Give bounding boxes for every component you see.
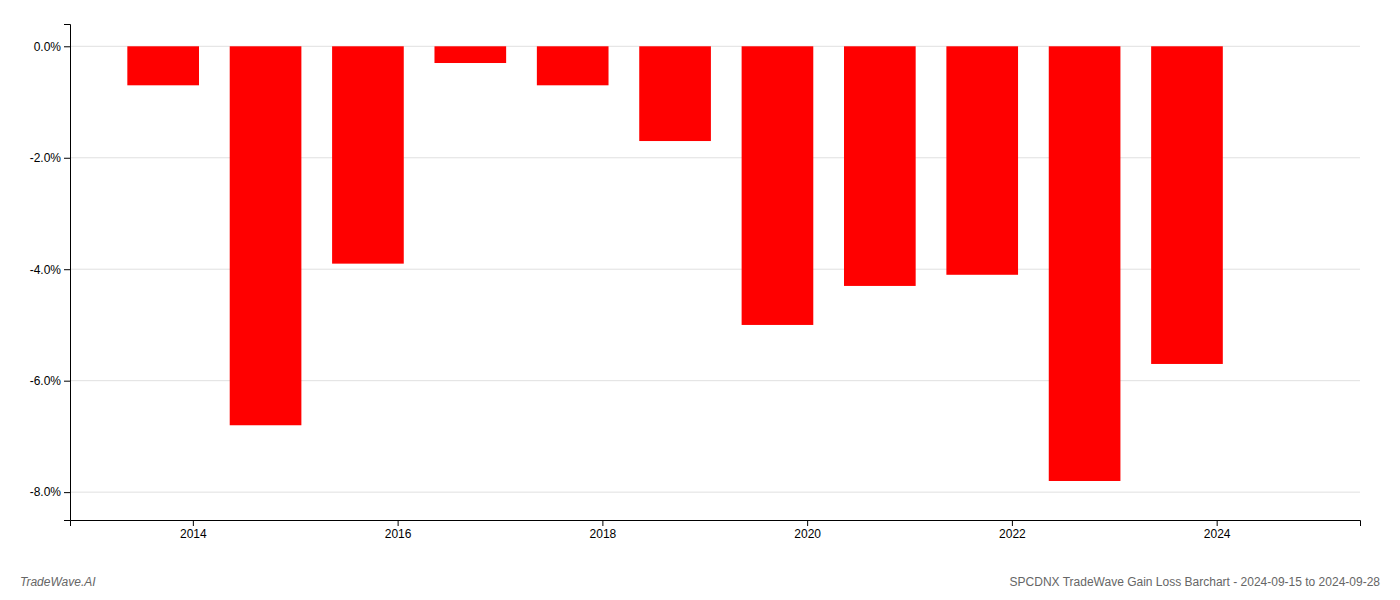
x-tick-label: 2024 xyxy=(1204,527,1231,541)
bar xyxy=(844,46,916,286)
x-tick-label: 2018 xyxy=(590,527,617,541)
x-tick: 2016 xyxy=(385,520,412,541)
x-tick-mark xyxy=(1217,520,1218,526)
y-tick-mark xyxy=(64,492,70,493)
footer: TradeWave.AI SPCDNX TradeWave Gain Loss B… xyxy=(20,575,1380,589)
x-tick-label: 2022 xyxy=(999,527,1026,541)
y-tick-mark xyxy=(64,381,70,382)
title: SPCDNX TradeWave Gain Loss Barchart - 20… xyxy=(1010,575,1381,589)
bar xyxy=(946,46,1018,274)
x-axis: 2014 2016 2018 2020 2022 2024 xyxy=(71,520,1361,541)
x-tick: 2014 xyxy=(180,520,207,541)
y-tick-mark xyxy=(64,46,70,47)
x-tick-mark xyxy=(398,520,399,526)
x-tick-label: 2016 xyxy=(385,527,412,541)
x-tick-label: 2020 xyxy=(794,527,821,541)
y-tick: -2.0% xyxy=(30,151,70,165)
x-axis-line xyxy=(71,521,1361,527)
bar xyxy=(537,46,609,85)
y-tick-label: 0.0% xyxy=(34,40,62,54)
y-tick: -4.0% xyxy=(30,263,70,277)
y-tick-mark xyxy=(64,269,70,270)
x-tick-label: 2014 xyxy=(180,527,207,541)
y-tick: 0.0% xyxy=(34,40,70,54)
x-tick-mark xyxy=(602,520,603,526)
y-tick-label: -6.0% xyxy=(30,374,62,388)
bar xyxy=(742,46,814,325)
y-tick-label: -8.0% xyxy=(30,485,62,499)
bar xyxy=(127,46,199,85)
x-tick-mark xyxy=(1012,520,1013,526)
watermark: TradeWave.AI xyxy=(20,575,96,589)
bar xyxy=(434,46,506,63)
bar xyxy=(230,46,302,425)
x-tick-mark xyxy=(807,520,808,526)
bar xyxy=(1049,46,1121,481)
grid-line xyxy=(70,492,1360,493)
x-tick: 2022 xyxy=(999,520,1026,541)
x-tick: 2018 xyxy=(590,520,617,541)
plot-area xyxy=(127,46,1222,481)
y-tick: -8.0% xyxy=(30,485,70,499)
bar xyxy=(1151,46,1223,364)
y-axis-line xyxy=(64,25,71,521)
grid xyxy=(70,46,1360,492)
y-tick-mark xyxy=(64,158,70,159)
x-tick: 2020 xyxy=(794,520,821,541)
x-tick-mark xyxy=(193,520,194,526)
bar xyxy=(332,46,404,263)
x-tick: 2024 xyxy=(1204,520,1231,541)
y-tick-label: -4.0% xyxy=(30,263,62,277)
chart: 2014 2016 2018 2020 2022 2024 0.0% -2.0% -4.0% -6… xyxy=(0,0,1400,600)
y-tick-label: -2.0% xyxy=(30,151,62,165)
y-tick: -6.0% xyxy=(30,374,70,388)
bar xyxy=(639,46,711,141)
y-axis: 0.0% -2.0% -4.0% -6.0% -8.0% xyxy=(30,25,71,521)
